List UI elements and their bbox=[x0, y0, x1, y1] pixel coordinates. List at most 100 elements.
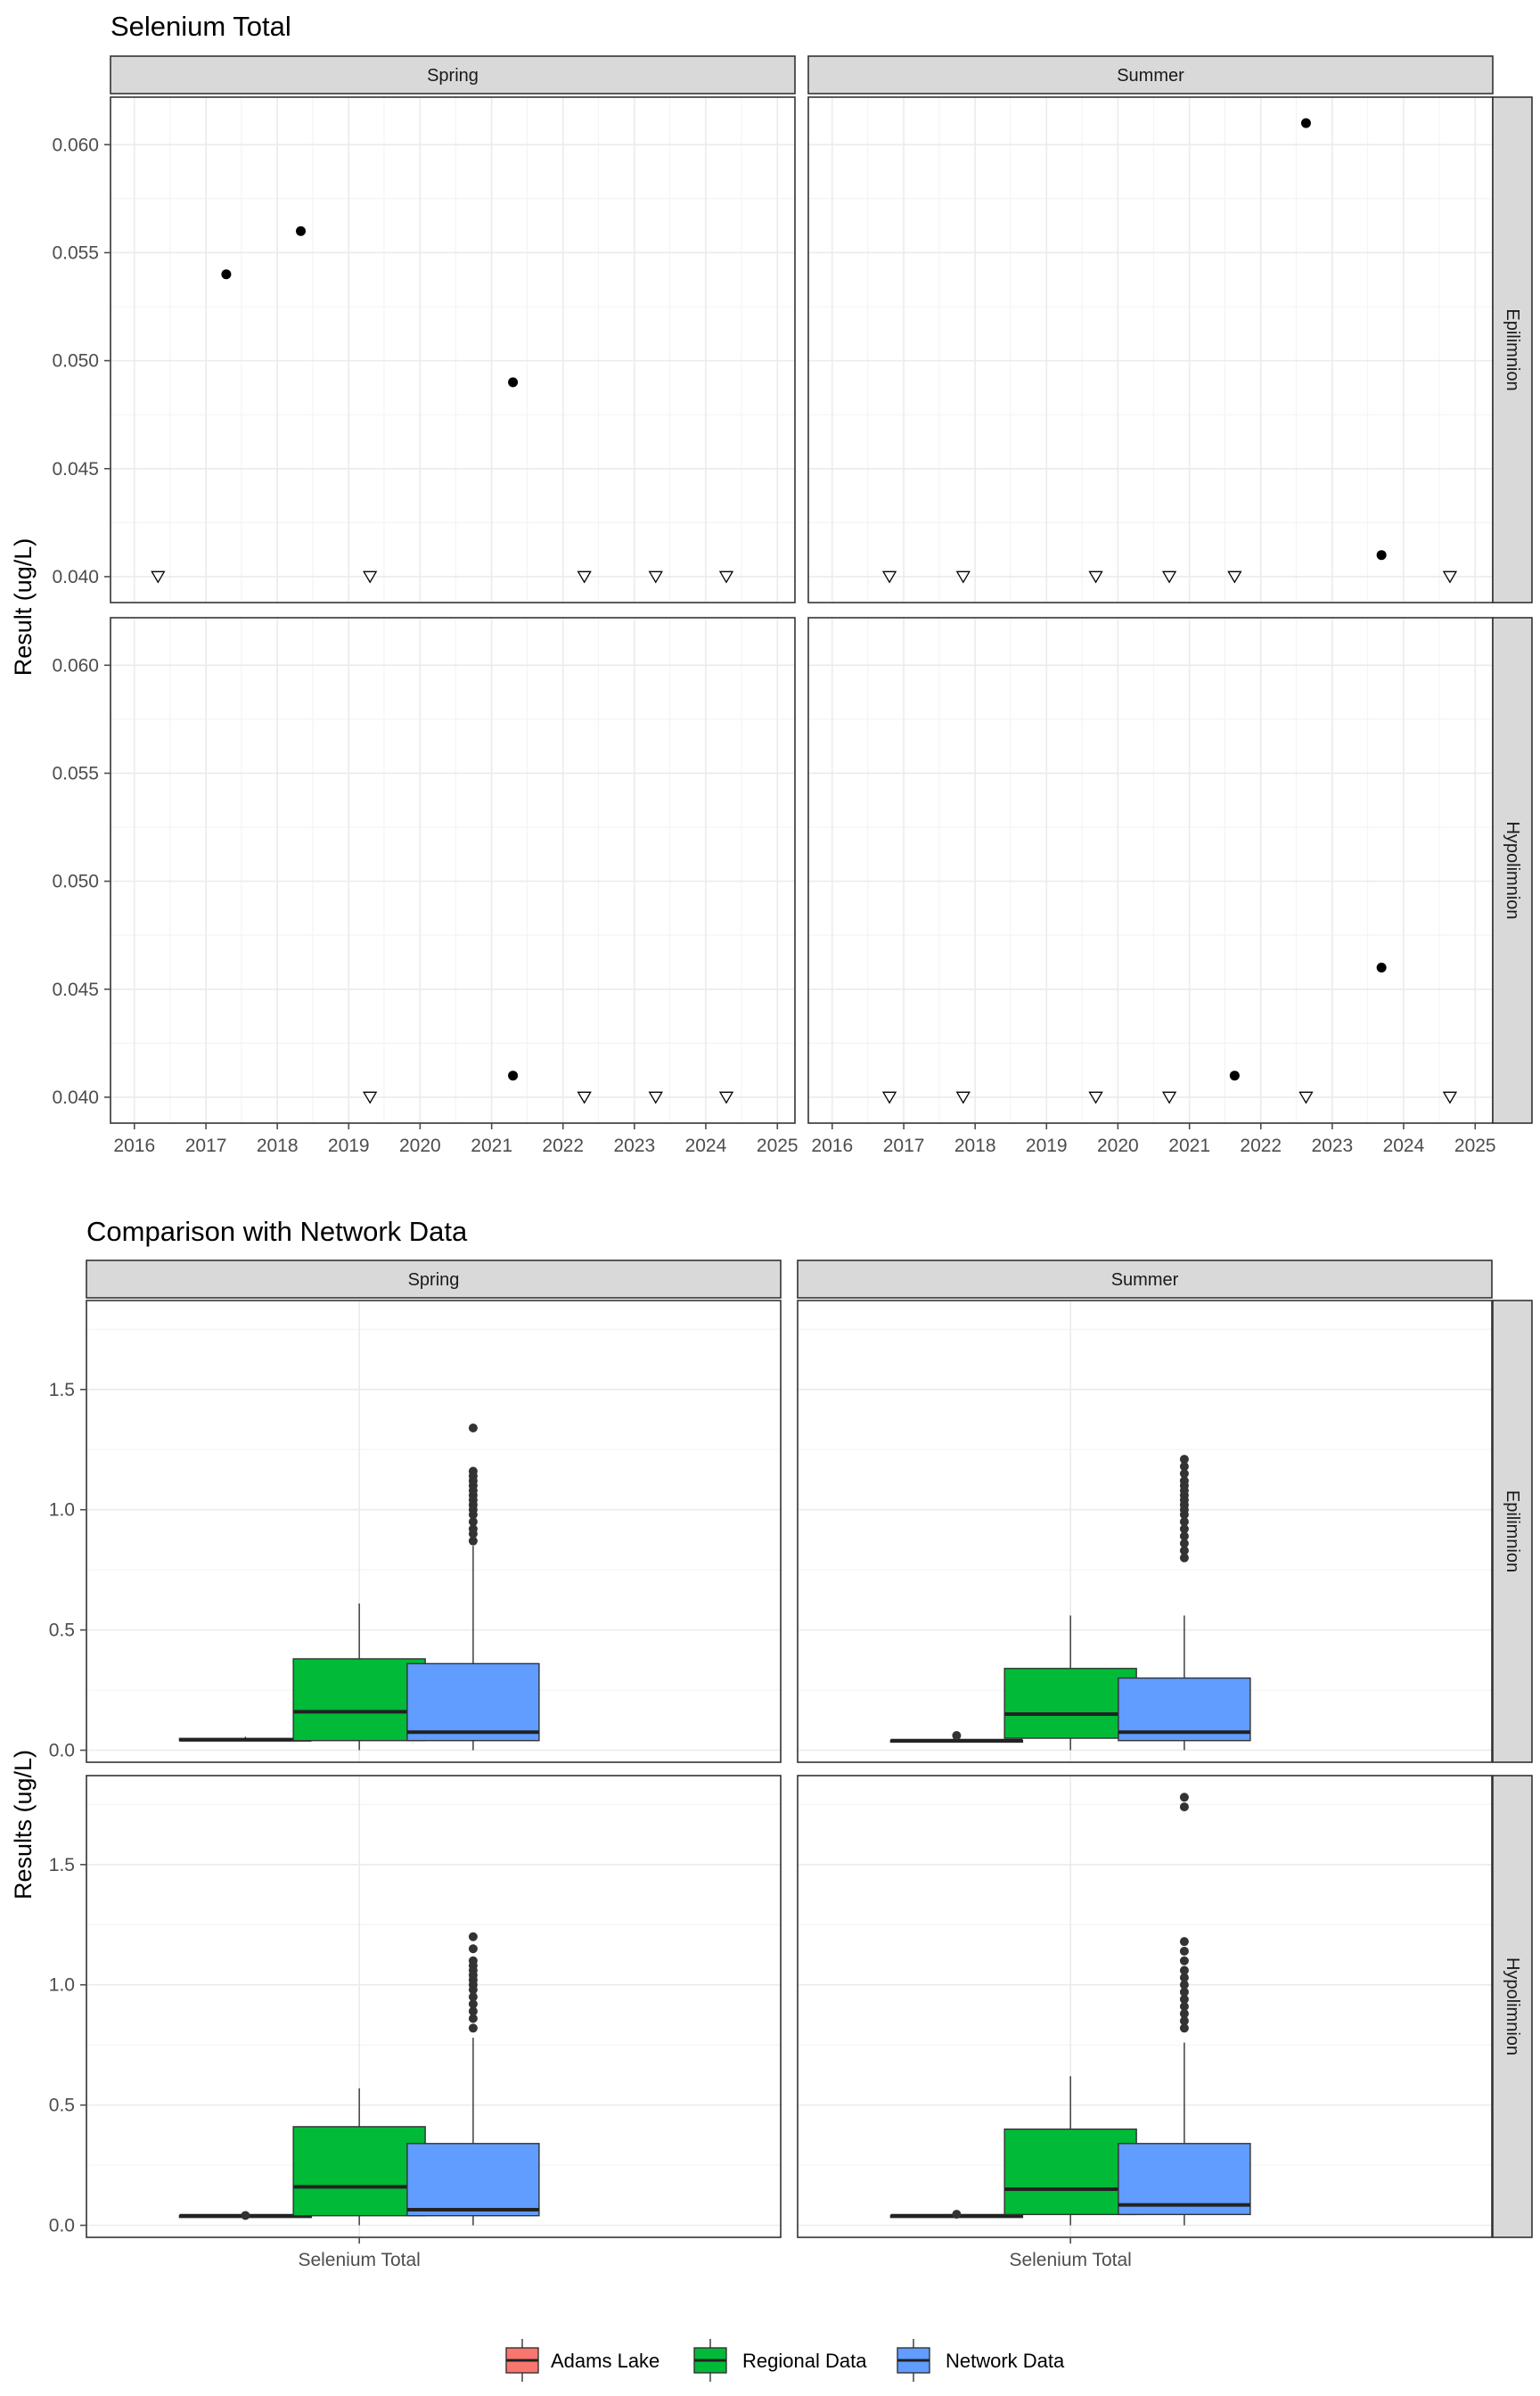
data-point-below-detection bbox=[1298, 1091, 1314, 1104]
chart-2-x-tick-label: Selenium Total bbox=[1009, 2250, 1131, 2270]
chart-1-y-tick-label: 0.055 bbox=[52, 763, 99, 784]
chart-1-x-tick-label: 2019 bbox=[328, 1136, 370, 1156]
data-point-below-detection bbox=[1227, 570, 1242, 584]
chart-2-y-tick-label: 0.5 bbox=[49, 2096, 75, 2116]
data-point-below-detection bbox=[151, 570, 166, 584]
data-point-detected bbox=[1300, 118, 1311, 128]
chart-1-strip-spring-strip-label: Spring bbox=[427, 66, 479, 86]
chart-1-strip-summer-strip bbox=[807, 55, 1494, 94]
chart-1-y-tick-label: 0.045 bbox=[52, 980, 99, 1000]
chart-2-title: Comparison with Network Data bbox=[86, 1216, 468, 1247]
data-point-below-detection bbox=[363, 1091, 378, 1104]
chart-2-strip-hypolimnion-strip-label: Hypolimnion bbox=[1503, 1957, 1522, 2055]
chart-1-panel-spring-hypolimnion-border bbox=[110, 617, 796, 1124]
chart-2-strip-summer-strip bbox=[797, 1260, 1493, 1299]
data-point-below-detection bbox=[648, 1091, 663, 1104]
data-point-detected bbox=[508, 1071, 519, 1081]
data-point-below-detection bbox=[881, 1091, 897, 1104]
chart-1-panel-spring-epilimnion-background bbox=[111, 97, 795, 603]
box-adams-lake-outlier bbox=[241, 2211, 250, 2220]
box-regional-data-body bbox=[292, 2126, 426, 2217]
box-network-data-outlier bbox=[1179, 1531, 1189, 1541]
box-regional-data-body bbox=[1003, 2128, 1137, 2216]
chart-2-y-tick-label: 0.0 bbox=[49, 1741, 75, 1761]
chart-2-panel-spring-hypolimnion-border bbox=[86, 1775, 782, 2238]
chart-1-x-tick-label: 2023 bbox=[613, 1136, 655, 1156]
data-point-below-detection bbox=[1161, 1091, 1177, 1104]
chart-1-x-tick-label: 2025 bbox=[1454, 1136, 1496, 1156]
chart-1-y-axis-title: Result (ug/L) bbox=[10, 538, 37, 677]
chart-1-strip-hypolimnion-strip-label: Hypolimnion bbox=[1503, 821, 1522, 919]
chart-1-y-tick-label: 0.060 bbox=[52, 135, 99, 155]
chart-1-x-tick-label: 2024 bbox=[685, 1136, 727, 1156]
chart-1-x-tick-label: 2016 bbox=[811, 1136, 853, 1156]
data-point-below-detection bbox=[648, 570, 663, 584]
chart-1-strip-summer-strip-label: Summer bbox=[1117, 66, 1184, 86]
data-point-below-detection bbox=[955, 1091, 971, 1104]
chart-1-x-tick-label: 2022 bbox=[542, 1136, 584, 1156]
chart-1-x-tick-label: 2018 bbox=[257, 1136, 299, 1156]
chart-2-x-tick-label: Selenium Total bbox=[298, 2250, 420, 2270]
box-network-data-outlier bbox=[468, 2023, 478, 2033]
box-network-data-outlier bbox=[468, 1944, 478, 1954]
box-network-data-body bbox=[1118, 1677, 1251, 1742]
box-network-data-outlier bbox=[468, 2014, 478, 2023]
box-network-data-outlier bbox=[1179, 1476, 1189, 1486]
data-point-detected bbox=[221, 269, 232, 280]
chart-1-x-tick-label: 2019 bbox=[1026, 1136, 1068, 1156]
chart-1-x-tick-label: 2021 bbox=[471, 1136, 512, 1156]
chart-1-y-tick-label: 0.055 bbox=[52, 242, 99, 263]
data-point-below-detection bbox=[1161, 570, 1177, 584]
chart-2-y-axis-title: Results (ug/L) bbox=[10, 1750, 37, 1900]
box-network-data-outlier bbox=[1179, 1469, 1189, 1479]
chart-1-x-tick-label: 2023 bbox=[1311, 1136, 1353, 1156]
chart-1-y-tick-label: 0.060 bbox=[52, 655, 99, 676]
box-network-data-outlier bbox=[468, 1466, 478, 1476]
box-network-data-outlier bbox=[1179, 1517, 1189, 1527]
box-network-data-outlier bbox=[1179, 2009, 1189, 2019]
chart-1-y-tick-label: 0.045 bbox=[52, 459, 99, 480]
box-network-data-outlier bbox=[1179, 2002, 1189, 2011]
data-point-below-detection bbox=[363, 570, 378, 584]
chart-1-strip-epilimnion-strip-label: Epilimnion bbox=[1503, 308, 1522, 390]
chart-1-x-tick-label: 2018 bbox=[954, 1136, 996, 1156]
data-point-below-detection bbox=[577, 1091, 592, 1104]
box-network-data-body bbox=[406, 2143, 540, 2217]
chart-2-y-tick-label: 0.0 bbox=[49, 2216, 75, 2236]
box-network-data-outlier bbox=[1179, 1980, 1189, 1990]
chart-2-y-tick-label: 1.0 bbox=[49, 1975, 75, 1996]
box-network-data-body bbox=[406, 1662, 540, 1742]
data-point-detected bbox=[1229, 1071, 1240, 1081]
box-network-data-outlier bbox=[1179, 1524, 1189, 1534]
box-regional-data-body bbox=[1003, 1668, 1137, 1739]
chart-1-x-tick-label: 2016 bbox=[113, 1136, 155, 1156]
box-network-data-outlier bbox=[1179, 1455, 1189, 1465]
chart-1-x-tick-label: 2021 bbox=[1168, 1136, 1210, 1156]
box-network-data-outlier bbox=[468, 2006, 478, 2016]
chart-1-y-tick-label: 0.040 bbox=[52, 1087, 99, 1108]
box-network-data-outlier bbox=[1179, 1994, 1189, 2004]
chart-2-panel-summer-hypolimnion-border bbox=[797, 1775, 1493, 2238]
data-point-below-detection bbox=[718, 570, 734, 584]
chart-1-y-tick-label: 0.050 bbox=[52, 351, 99, 372]
box-network-data-outlier bbox=[1179, 1793, 1189, 1802]
data-point-below-detection bbox=[955, 570, 971, 584]
chart-1-x-tick-label: 2020 bbox=[399, 1136, 441, 1156]
box-adams-lake-outlier bbox=[952, 1731, 962, 1741]
chart-2-panel-summer-epilimnion-border bbox=[797, 1300, 1493, 1763]
box-network-data-outlier bbox=[468, 1999, 478, 2009]
data-point-detected bbox=[1376, 550, 1387, 561]
chart-2-strip-epilimnion-strip-label: Epilimnion bbox=[1503, 1490, 1522, 1572]
box-network-data-body bbox=[1118, 2143, 1251, 2216]
chart-1-title: Selenium Total bbox=[111, 11, 291, 42]
chart-1-x-tick-label: 2022 bbox=[1240, 1136, 1282, 1156]
chart-1-panel-summer-epilimnion-background bbox=[808, 97, 1493, 603]
box-regional-data-body bbox=[292, 1658, 426, 1742]
chart-2-y-tick-label: 1.0 bbox=[49, 1500, 75, 1521]
chart-1-x-tick-label: 2017 bbox=[185, 1136, 227, 1156]
box-network-data-outlier bbox=[468, 1992, 478, 2002]
chart-1-strip-epilimnion-strip bbox=[1492, 96, 1533, 603]
chart-1-strip-spring-strip bbox=[110, 55, 796, 94]
chart-2-strip-epilimnion-strip bbox=[1492, 1300, 1533, 1763]
